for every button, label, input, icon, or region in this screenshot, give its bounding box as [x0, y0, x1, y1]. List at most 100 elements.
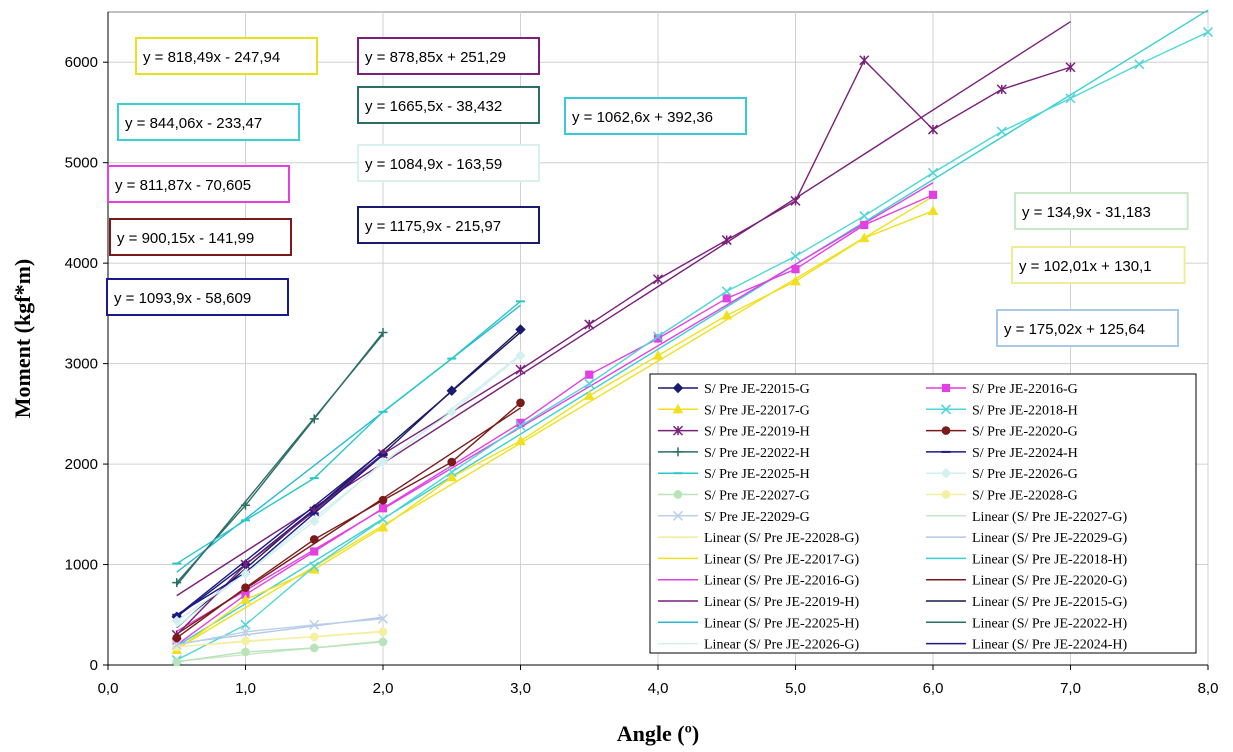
legend-label: Linear (S/ Pre JE-22022-H): [972, 616, 1127, 631]
equation-label-layer: y = 818,49x - 247,94 y = 878,85x + 251,29…: [106, 37, 1189, 347]
equation-label: y = 1665,5x - 38,432: [357, 86, 540, 124]
y-tick-label: 1000: [65, 557, 98, 574]
legend-label: S/ Pre JE-22018-H: [972, 403, 1078, 418]
equation-text: y = 134,9x - 31,183: [1022, 204, 1151, 221]
legend-marker: [673, 490, 683, 499]
x-tick-label: 7,0: [1060, 680, 1081, 697]
trendline: [176, 9, 1209, 647]
data-point: [585, 370, 594, 379]
series-line: [176, 355, 521, 622]
data-point: [171, 615, 182, 627]
equation-label: y = 1175,9x - 215,97: [357, 206, 540, 244]
data-point: [722, 294, 731, 303]
data-point: [378, 504, 388, 513]
legend-label: Linear (S/ Pre JE-22024-H): [972, 638, 1127, 653]
data-point: [584, 378, 595, 389]
y-tick-label: 3000: [65, 356, 98, 373]
data-point: [515, 435, 526, 446]
data-point: [309, 414, 319, 424]
data-point: [446, 406, 457, 418]
data-point: [584, 319, 595, 330]
data-point: [446, 385, 457, 396]
legend-label: S/ Pre JE-22015-G: [704, 382, 810, 397]
equation-text: y = 1665,5x - 38,432: [365, 98, 502, 115]
data-point: [652, 331, 664, 342]
legend-label: Linear (S/ Pre JE-22029-G): [972, 531, 1127, 546]
data-point: [241, 583, 250, 592]
legend-label: Linear (S/ Pre JE-22016-G): [704, 574, 859, 589]
equation-box: [106, 278, 289, 316]
data-point: [1065, 93, 1076, 104]
legend-label: Linear (S/ Pre JE-22026-G): [704, 638, 859, 653]
data-point: [309, 632, 319, 642]
data-point: [927, 167, 939, 178]
data-point: [377, 613, 389, 624]
y-tick-label: 5000: [65, 155, 98, 172]
series-line: [176, 402, 521, 639]
equation-box: [117, 103, 300, 141]
data-point: [927, 124, 939, 135]
x-tick-label: 4,0: [648, 680, 669, 697]
series-line: [176, 328, 521, 618]
data-point: [447, 457, 457, 467]
data-point: [996, 84, 1007, 95]
y-tick-label: 6000: [65, 54, 98, 71]
legend-marker: [941, 426, 951, 435]
legend-label: Linear (S/ Pre JE-22015-G): [972, 595, 1127, 610]
data-point: [241, 636, 250, 646]
data-point: [378, 627, 388, 637]
equation-label: y = 1084,9x - 163,59: [357, 144, 540, 182]
x-tick-label: 6,0: [923, 680, 944, 697]
data-point: [240, 626, 251, 637]
series-line: [176, 618, 384, 646]
equation-text: y = 818,49x - 247,94: [143, 49, 280, 66]
data-point: [652, 274, 664, 285]
data-point: [1134, 59, 1145, 70]
equation-box: [996, 309, 1179, 347]
equation-label: y = 1062,6x + 392,36: [564, 97, 747, 135]
axis-layer: 0,0 1,0 2,0 3,0 4,0 5,0 6,0 7,0 8,0 0 1000 2000 3000…: [65, 12, 1219, 697]
data-point: [446, 471, 458, 482]
data-point: [515, 350, 526, 361]
data-point: [859, 210, 870, 221]
data-point: [790, 195, 801, 206]
data-point: [928, 190, 938, 199]
equation-box: [357, 144, 540, 182]
data-point: [172, 657, 182, 667]
x-tick-label: 2,0: [373, 680, 394, 697]
legend: S/ Pre JE-22015-G S/ Pre JE-22016-G S/ Pre…: [649, 373, 1197, 654]
data-point: [859, 55, 870, 66]
legend-label: Linear (S/ Pre JE-22020-G): [972, 574, 1127, 589]
data-point: [309, 535, 319, 544]
legend-label: Linear (S/ Pre JE-22017-G): [704, 552, 859, 567]
data-point: [309, 561, 320, 572]
series-line: [176, 31, 1209, 661]
x-tick-label: 5,0: [785, 680, 806, 697]
data-point: [446, 467, 457, 478]
data-point: [791, 265, 800, 274]
x-tick-label: 8,0: [1198, 680, 1219, 697]
trendline: [176, 450, 384, 617]
legend-label: S/ Pre JE-22022-H: [704, 446, 810, 461]
legend-label: S/ Pre JE-22026-G: [972, 467, 1078, 482]
equation-box: [564, 97, 747, 135]
data-point: [790, 251, 801, 262]
y-axis-title: Moment (kgf*m): [10, 259, 35, 418]
data-point: [790, 275, 801, 286]
equation-box: [1011, 246, 1186, 284]
data-point: [310, 547, 319, 556]
data-point: [309, 643, 319, 653]
legend-label: S/ Pre JE-22017-G: [704, 403, 810, 418]
series-line: [176, 454, 384, 616]
data-point: [1202, 27, 1214, 38]
data-point: [378, 637, 388, 647]
legend-label: S/ Pre JE-22020-G: [972, 425, 1078, 440]
y-tick-label: 2000: [65, 456, 98, 473]
data-point: [240, 594, 251, 604]
data-point: [516, 398, 525, 408]
series-layer: [171, 27, 1214, 667]
trendline: [176, 182, 934, 632]
y-tick-label: 0: [90, 657, 98, 674]
legend-marker: [672, 510, 684, 521]
